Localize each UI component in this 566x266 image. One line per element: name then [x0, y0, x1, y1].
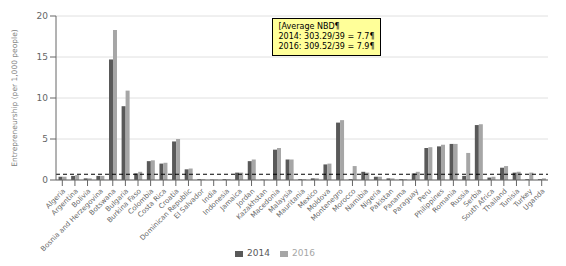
svg-text:Philippines: Philippines	[413, 187, 446, 220]
svg-text:Romania: Romania	[431, 187, 459, 215]
svg-text:Thailand: Thailand	[481, 187, 509, 215]
svg-text:South Africa: South Africa	[460, 187, 497, 223]
html-text:[Average NBD¶: [Average NBD¶	[278, 22, 340, 31]
svg-text:Colombia: Colombia	[126, 187, 156, 217]
svg-text:Serbia: Serbia	[462, 187, 484, 209]
svg-text:Algeria: Algeria	[44, 187, 68, 211]
svg-text:Argentina: Argentina	[50, 187, 80, 218]
html-text:2016: 2016	[292, 248, 315, 258]
svg-text:Croatia: Croatia	[157, 187, 181, 211]
html-text:2014: 2014	[247, 248, 270, 258]
svg-text:Bolivia: Bolivia	[70, 187, 93, 210]
svg-text:Kazakhstan: Kazakhstan	[234, 187, 270, 222]
html-text:2014: 303.29/39 = 7.7¶: 2014: 303.29/39 = 7.7¶	[278, 32, 375, 41]
svg-text:Turkey: Turkey	[512, 187, 534, 209]
svg-text:Dominican Republic: Dominican Republic	[139, 187, 194, 242]
svg-text:India: India	[200, 187, 219, 206]
svg-text:Moldova: Moldova	[305, 187, 333, 214]
svg-text:10: 10	[37, 93, 49, 103]
svg-text:Jamaica: Jamaica	[218, 187, 244, 213]
svg-text:Bosnia and Herzegovina: Bosnia and Herzegovina	[39, 187, 105, 253]
svg-text:Bulgaria: Bulgaria	[104, 187, 131, 214]
svg-text:El Salvador: El Salvador	[173, 187, 207, 221]
svg-text:Montenegro: Montenegro	[309, 187, 345, 223]
svg-text:0: 0	[42, 175, 48, 185]
svg-text:Nigeria: Nigeria	[359, 187, 383, 211]
svg-text:Costa Rica: Costa Rica	[136, 187, 169, 220]
svg-text:Botswana: Botswana	[87, 187, 118, 218]
svg-text:Entrepreneurship (per 1,000 pe: Entrepreneurship (per 1,000 people)	[10, 29, 19, 166]
svg-text:Malaysia: Malaysia	[267, 187, 295, 215]
html-text:2016: 309.52/39 = 7.9¶: 2016: 309.52/39 = 7.9¶	[278, 42, 375, 51]
svg-text:Macedonia: Macedonia	[249, 187, 282, 220]
svg-text:Uganda: Uganda	[522, 187, 547, 212]
svg-text:15: 15	[37, 52, 48, 62]
svg-text:Morocco: Morocco	[331, 187, 358, 214]
svg-text:Pakistan: Pakistan	[368, 187, 396, 214]
svg-text:Russia: Russia	[449, 187, 471, 209]
svg-text:Panama: Panama	[382, 187, 408, 213]
svg-text:Tunisia: Tunisia	[498, 187, 522, 210]
svg-text:Indonesia: Indonesia	[201, 187, 232, 217]
svg-text:Paraguay: Paraguay	[391, 187, 421, 216]
svg-text:Mauritania: Mauritania	[274, 187, 307, 220]
svg-text:Burkina Faso: Burkina Faso	[105, 187, 143, 225]
svg-text:Namibia: Namibia	[343, 187, 370, 214]
svg-text:5: 5	[42, 134, 48, 144]
svg-text:20: 20	[37, 11, 49, 21]
svg-text:Peru: Peru	[416, 187, 434, 204]
svg-text:Jordan: Jordan	[235, 187, 257, 209]
svg-text:Mexico: Mexico	[296, 187, 320, 211]
